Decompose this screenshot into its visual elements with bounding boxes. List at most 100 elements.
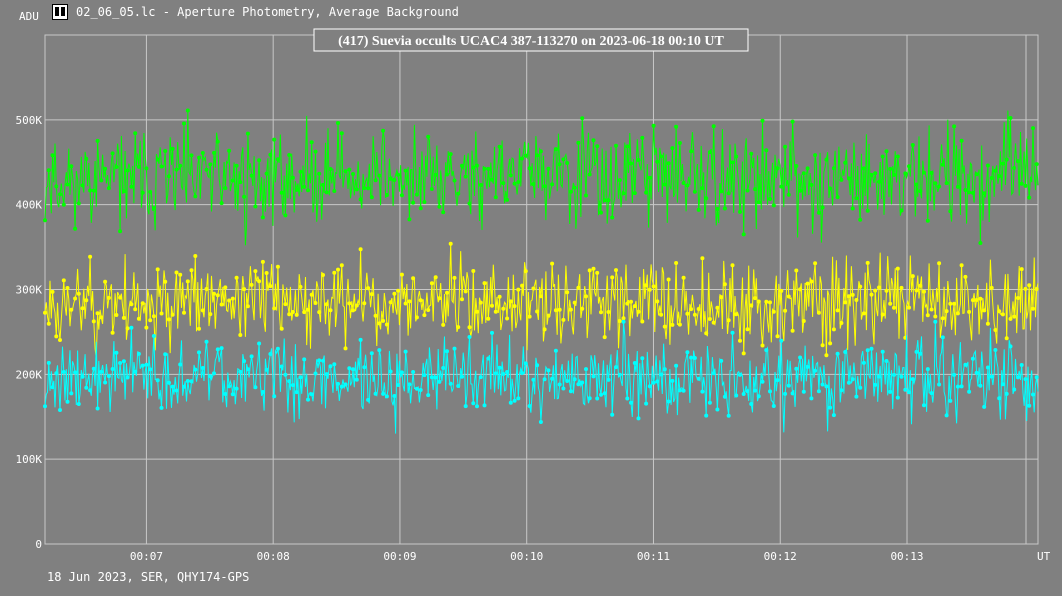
data-point xyxy=(110,367,115,371)
data-point xyxy=(741,351,746,356)
data-point xyxy=(215,347,220,352)
data-point xyxy=(215,293,220,298)
data-point xyxy=(324,372,329,377)
x-tick-label: 00:08 xyxy=(257,550,290,563)
data-point xyxy=(106,295,111,300)
data-point xyxy=(482,403,487,408)
data-point xyxy=(392,394,397,398)
data-point xyxy=(839,321,844,325)
data-point xyxy=(922,170,926,175)
data-point xyxy=(614,268,618,273)
data-point xyxy=(877,374,881,379)
data-point xyxy=(268,284,273,289)
data-point xyxy=(520,283,525,288)
data-point xyxy=(677,388,682,393)
data-point xyxy=(279,364,284,369)
data-point xyxy=(114,165,119,169)
data-point xyxy=(824,353,829,358)
data-point xyxy=(839,388,844,393)
data-point xyxy=(944,309,949,314)
data-point xyxy=(978,383,983,388)
x-tick-label: 00:07 xyxy=(130,550,163,563)
data-point xyxy=(715,407,720,412)
data-point xyxy=(753,296,757,301)
data-point xyxy=(392,291,397,296)
data-point xyxy=(576,382,581,387)
data-point xyxy=(478,375,483,380)
axis-layer: 0 100K 200K 300K 400K 500K 00:07 00:08 00:09 00:1… xyxy=(16,114,924,563)
data-point xyxy=(230,178,235,183)
data-point xyxy=(339,384,344,389)
data-point xyxy=(771,404,776,408)
data-point xyxy=(118,295,123,300)
data-point xyxy=(54,184,59,189)
data-point xyxy=(918,351,923,356)
data-point xyxy=(306,397,310,402)
data-point xyxy=(925,218,930,223)
data-point xyxy=(963,274,968,279)
data-point xyxy=(546,368,551,373)
data-point xyxy=(339,263,344,268)
y-tick-label: 400K xyxy=(16,199,43,212)
data-point xyxy=(208,162,213,167)
y-tick-label: 300K xyxy=(16,284,43,297)
data-point xyxy=(775,166,780,171)
data-point xyxy=(940,162,945,167)
data-point xyxy=(734,393,739,398)
data-point xyxy=(677,322,682,327)
app-icon[interactable] xyxy=(52,4,68,20)
data-point xyxy=(95,311,100,316)
data-point xyxy=(272,137,277,142)
data-point xyxy=(61,278,66,283)
data-point xyxy=(317,171,322,176)
data-point xyxy=(204,339,209,344)
data-point xyxy=(985,321,990,326)
data-point xyxy=(249,173,254,178)
data-point xyxy=(212,371,216,376)
data-point xyxy=(659,372,664,377)
data-point xyxy=(805,281,810,286)
data-point xyxy=(238,369,243,374)
data-point xyxy=(279,326,284,331)
data-point xyxy=(861,166,866,171)
data-point xyxy=(527,314,532,319)
data-point xyxy=(185,279,190,284)
data-point xyxy=(422,373,427,378)
data-point xyxy=(358,247,363,252)
data-point xyxy=(426,393,431,398)
window-titlebar: 02_06_05.lc - Aperture Photometry, Avera… xyxy=(52,2,459,22)
data-point xyxy=(377,348,382,353)
data-point xyxy=(133,307,138,312)
data-point xyxy=(561,317,566,322)
data-point xyxy=(816,210,821,215)
data-point xyxy=(937,261,942,266)
data-point xyxy=(486,166,491,171)
data-point xyxy=(696,307,701,311)
data-point xyxy=(542,327,547,332)
data-point xyxy=(955,311,960,316)
data-point xyxy=(437,296,442,301)
data-point xyxy=(343,382,348,387)
data-point xyxy=(707,317,712,321)
data-point xyxy=(309,140,314,145)
data-point xyxy=(347,366,352,371)
data-point xyxy=(1016,296,1020,300)
data-point xyxy=(249,282,254,287)
data-point xyxy=(655,299,660,304)
data-point xyxy=(471,165,476,170)
data-point xyxy=(580,380,585,385)
data-point xyxy=(783,391,788,396)
data-point xyxy=(910,143,915,147)
data-point xyxy=(1034,287,1039,291)
x-axis-label: UT xyxy=(1037,550,1051,563)
data-point xyxy=(279,190,284,195)
data-point xyxy=(910,274,915,279)
data-point xyxy=(1008,344,1013,349)
data-point xyxy=(362,186,367,191)
data-point xyxy=(245,367,250,372)
data-point xyxy=(50,385,55,390)
data-point xyxy=(369,351,374,356)
data-point xyxy=(764,299,769,304)
data-point xyxy=(595,144,600,149)
data-point xyxy=(877,179,881,184)
